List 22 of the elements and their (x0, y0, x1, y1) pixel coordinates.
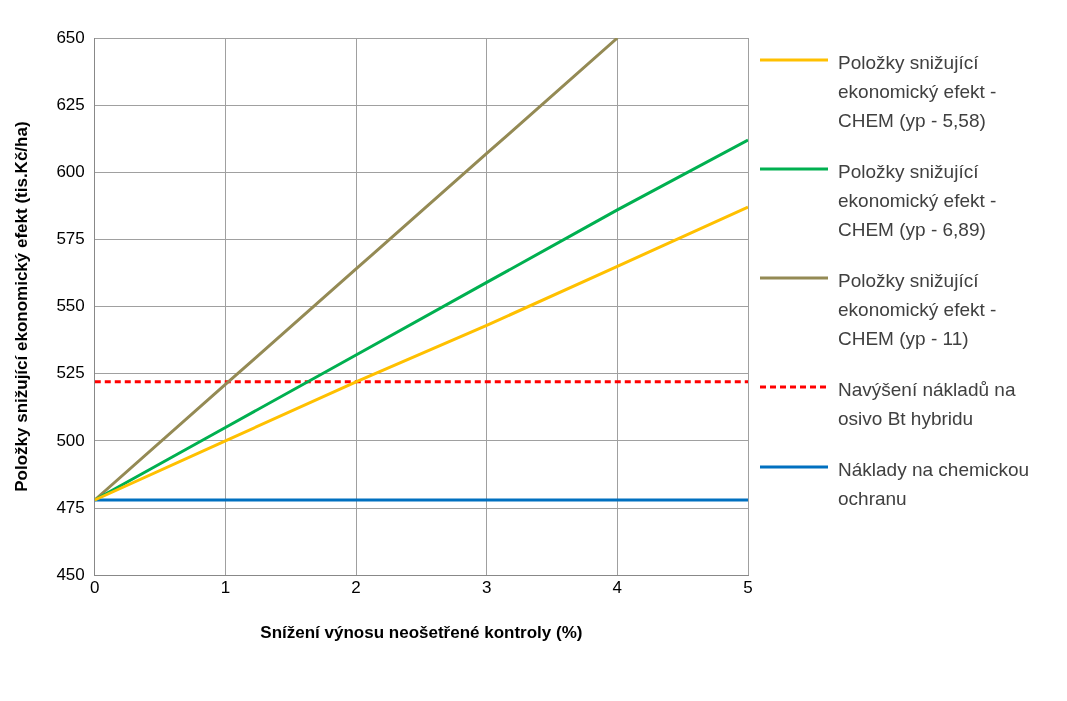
y-tick-label: 550 (56, 296, 85, 316)
x-tick-label: 4 (612, 578, 623, 598)
x-tick-label: 5 (743, 578, 753, 598)
y-tick-label: 500 (56, 430, 85, 450)
x-tick-label: 2 (351, 578, 361, 598)
y-tick-label: 575 (56, 229, 85, 249)
y-tick-label: 475 (56, 497, 85, 517)
x-tick-label: 0 (90, 578, 100, 598)
legend-label: Náklady na chemickou ochranu (838, 458, 1031, 511)
y-tick-label: 650 (56, 27, 85, 47)
x-tick-label: 3 (481, 578, 492, 598)
legend-label: Navýšení nákladů na osivo Bt hybridu (838, 378, 1017, 431)
y-tick-label: 525 (56, 363, 85, 383)
y-axis-title: Položky snižující ekonomický efekt (tis.Kč/ha) (11, 121, 31, 492)
y-tick-label: 450 (56, 564, 85, 584)
y-tick-label: 625 (56, 94, 85, 114)
x-tick-label: 1 (220, 578, 231, 598)
y-tick-label: 600 (56, 161, 85, 181)
x-axis-title: Snížení výnosu neošetřené kontroly (%) (260, 623, 583, 643)
legend-label: Položky snižující ekonomický efekt - CHEM (yp - 11) (838, 269, 998, 351)
legend-label: Položky snižující ekonomický efekt - CHEM (yp - 5,58) (838, 51, 998, 133)
legend-label: Položky snižující ekonomický efekt - CHEM (yp - 6,89) (838, 160, 998, 242)
